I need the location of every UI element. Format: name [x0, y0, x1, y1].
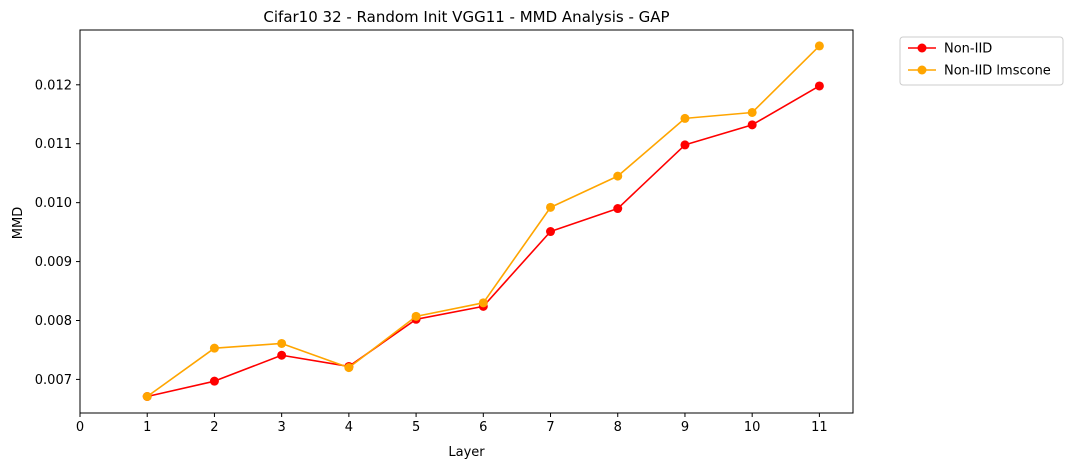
- x-tick-label: 10: [744, 420, 761, 435]
- legend-label-1: Non-IID: [944, 42, 992, 57]
- x-axis-title: Layer: [448, 445, 485, 460]
- x-tick-label: 2: [210, 420, 218, 435]
- series-line-2: [146, 45, 820, 398]
- series-1-point: [546, 227, 556, 237]
- y-tick-label: 0.007: [35, 373, 72, 388]
- plot-frame: [79, 29, 854, 414]
- x-tick-label: 7: [546, 420, 554, 435]
- y-tick-label: 0.008: [35, 314, 72, 329]
- y-axis-title: MMD: [11, 207, 26, 239]
- series-2-point: [344, 363, 354, 373]
- series-2-point: [142, 392, 152, 402]
- series-2-point: [546, 202, 556, 212]
- legend-box: [899, 36, 1064, 86]
- series-1-point: [814, 81, 824, 91]
- y-tick-label: 0.011: [35, 137, 72, 152]
- series-2-point: [478, 298, 488, 308]
- series-2-point: [613, 171, 623, 181]
- series-1-point: [613, 204, 623, 214]
- series-2-point: [411, 311, 421, 321]
- y-tick-label: 0.012: [35, 78, 72, 93]
- legend-marker-2: [917, 65, 927, 75]
- x-tick-label: 3: [278, 420, 286, 435]
- legend-label-2: Non-IID lmscone: [944, 64, 1051, 79]
- x-tick-label: 1: [143, 420, 151, 435]
- y-tick-label: 0.010: [35, 196, 72, 211]
- series-2-point: [747, 107, 757, 117]
- x-tick-label: 5: [412, 420, 420, 435]
- series-1-point: [747, 120, 757, 130]
- x-tick-label: 11: [811, 420, 828, 435]
- series-2-point: [277, 338, 287, 348]
- chart-title: Cifar10 32 - Random Init VGG11 - MMD Ana…: [263, 8, 669, 26]
- series-line-1: [147, 85, 820, 398]
- legend-marker-1: [917, 43, 927, 53]
- x-tick-label: 4: [345, 420, 353, 435]
- legend: Non-IID Non-IID lmscone: [899, 36, 1064, 86]
- series-1-point: [209, 376, 219, 386]
- y-axis: 0.007 0.008 0.009 0.010 0.011 0.012: [35, 78, 80, 388]
- x-tick-label: 9: [681, 420, 689, 435]
- series-2-point: [814, 41, 824, 51]
- series-1-point: [680, 140, 690, 150]
- series-1-point: [277, 350, 287, 360]
- x-axis: 0 1 2 3 4 5 6 7 8 9 10 11: [76, 413, 828, 435]
- x-tick-label: 0: [76, 420, 84, 435]
- series-2-point: [680, 113, 690, 123]
- series-2-point: [209, 343, 219, 353]
- x-tick-label: 8: [614, 420, 622, 435]
- x-tick-label: 6: [479, 420, 487, 435]
- y-tick-label: 0.009: [35, 255, 72, 270]
- plot-area: [79, 29, 854, 414]
